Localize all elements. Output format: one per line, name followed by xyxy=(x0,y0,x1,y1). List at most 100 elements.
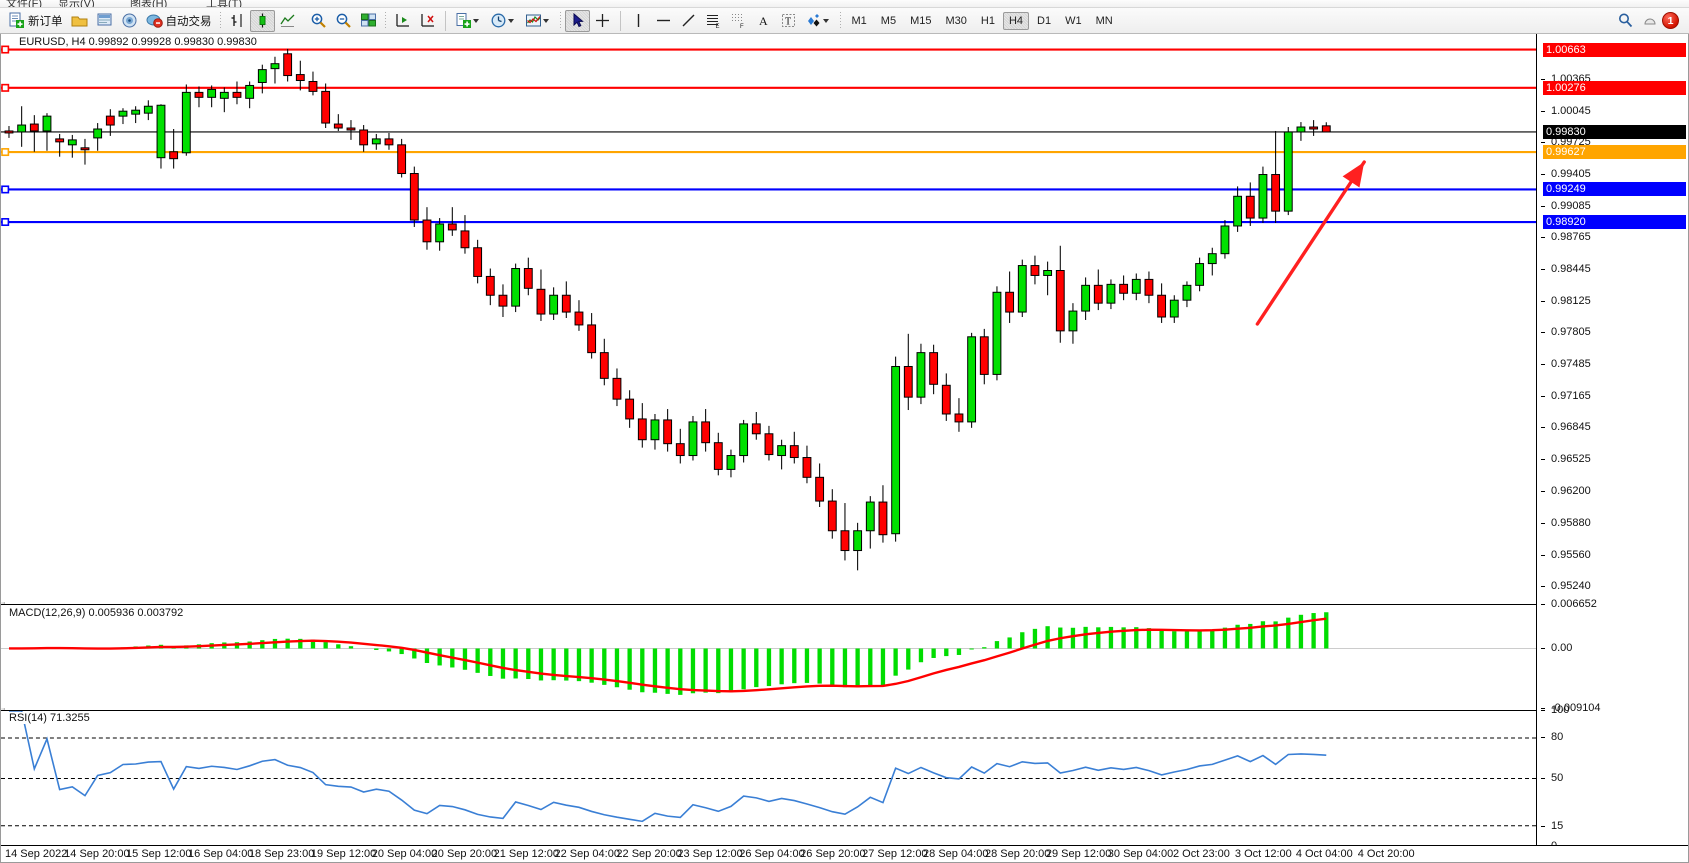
price-label-pivot-line[interactable]: 0.99627 xyxy=(1543,145,1686,160)
price-tick: 0.98125 xyxy=(1541,295,1684,307)
autoscroll-icon xyxy=(419,12,436,29)
new-order-label: 新订单 xyxy=(28,15,63,28)
menu-item-view[interactable]: 显示(V) xyxy=(58,0,95,8)
price-label-support-line-1[interactable]: 0.99249 xyxy=(1543,182,1686,197)
chart-plot-area[interactable]: EURUSD, H4 0.99892 0.99928 0.99830 0.998… xyxy=(1,34,1688,862)
fibo-fan-button[interactable]: F xyxy=(726,10,751,32)
macd-pane[interactable]: MACD(12,26,9) 0.005936 0.003792 xyxy=(1,604,1536,708)
folder-icon xyxy=(71,12,88,29)
rsi-tick: 80 xyxy=(1541,731,1684,743)
zoom-in-button[interactable] xyxy=(306,10,331,32)
time-tick: 22 Sep 20:00 xyxy=(616,848,682,860)
time-tick: 19 Sep 12:00 xyxy=(310,848,377,860)
objects-button[interactable] xyxy=(801,10,836,32)
autotrade-label: 自动交易 xyxy=(165,15,212,28)
time-tick: 2 Oct 23:00 xyxy=(1172,848,1230,860)
line-chart-button[interactable] xyxy=(275,10,300,32)
price-tick: 0.96200 xyxy=(1541,485,1684,497)
rsi-tick: 100 xyxy=(1541,704,1684,716)
macd-series xyxy=(1,612,1536,695)
candlestick-button[interactable] xyxy=(249,9,275,32)
indicator-chevron-down-icon[interactable] xyxy=(542,18,549,23)
timeframe-h4[interactable]: H4 xyxy=(1002,11,1029,30)
menu-bar: 文件(F) 显示(V) 图表(H) 工具(T) xyxy=(0,0,1689,8)
shift-chart-button[interactable] xyxy=(390,10,415,32)
svg-text:F: F xyxy=(740,24,744,29)
trendline-button[interactable] xyxy=(676,10,701,32)
price-tick: 0.97165 xyxy=(1541,390,1684,402)
price-tick: 0.95560 xyxy=(1541,549,1684,561)
objects-chevron-down-icon[interactable] xyxy=(822,18,829,23)
main-toolbar: 新订单 自动交易 xyxy=(0,8,1689,34)
autotrade-button[interactable]: 自动交易 xyxy=(142,10,216,32)
new-order-button[interactable]: 新订单 xyxy=(4,10,67,32)
navigator-icon xyxy=(121,12,138,29)
timeframe-h1[interactable]: H1 xyxy=(980,14,995,27)
timeframe-m30[interactable]: M30 xyxy=(945,14,967,27)
bar-chart-button[interactable] xyxy=(225,10,250,32)
timeframe-d1[interactable]: D1 xyxy=(1037,14,1052,27)
timeframe-m1[interactable]: M1 xyxy=(851,14,867,27)
fibo-fan-icon: F xyxy=(730,12,747,30)
folder-button[interactable] xyxy=(67,10,92,32)
template-button[interactable] xyxy=(451,10,486,32)
fibonacci-button[interactable]: E xyxy=(701,10,726,32)
macd-tick: -0.009104 xyxy=(1541,702,1684,714)
template-chevron-down-icon[interactable] xyxy=(472,18,479,23)
timeframe-w1[interactable]: W1 xyxy=(1065,14,1082,27)
tile-windows-button[interactable] xyxy=(356,10,381,32)
menu-item-file[interactable]: 文件(F) xyxy=(6,0,43,8)
objects-icon xyxy=(805,12,822,29)
rsi-label: RSI(14) 71.3255 xyxy=(7,712,92,724)
text-button[interactable]: A xyxy=(751,10,776,32)
price-label-resistance-line-1[interactable]: 1.00663 xyxy=(1543,42,1686,57)
price-label-resistance-line-2[interactable]: 1.00276 xyxy=(1543,80,1686,95)
time-tick: 20 Sep 20:00 xyxy=(431,848,498,860)
timeframe-mn[interactable]: MN xyxy=(1095,14,1113,27)
bar-chart-icon xyxy=(229,12,246,29)
price-pane[interactable]: EURUSD, H4 0.99892 0.99928 0.99830 0.998… xyxy=(1,34,1536,602)
chart-window[interactable]: EURUSD, H4 0.99892 0.99928 0.99830 0.998… xyxy=(0,34,1689,863)
time-tick: 15 Sep 12:00 xyxy=(126,848,192,860)
navigator-button[interactable] xyxy=(117,10,142,32)
terminal-button[interactable] xyxy=(92,10,117,32)
autoscroll-button[interactable] xyxy=(415,10,440,32)
zoom-out-button[interactable] xyxy=(331,10,356,32)
crosshair-button[interactable] xyxy=(590,10,615,32)
period-chevron-down-icon[interactable] xyxy=(507,18,514,23)
candlestick-series xyxy=(1,45,1536,571)
period-button[interactable] xyxy=(486,10,521,32)
vertical-line-button[interactable] xyxy=(626,10,651,32)
svg-text:A: A xyxy=(759,14,768,28)
candlestick-icon xyxy=(254,12,271,29)
template-icon xyxy=(455,12,472,29)
price-tick: 0.99085 xyxy=(1541,200,1684,212)
menu-item-tools[interactable]: 工具(T) xyxy=(206,0,243,8)
search-button[interactable] xyxy=(1613,10,1638,32)
rsi-pane[interactable]: RSI(14) 71.3255 xyxy=(1,710,1536,846)
label-button[interactable]: T xyxy=(776,10,801,32)
time-tick: 20 Sep 04:00 xyxy=(371,848,438,860)
timeframe-m15[interactable]: M15 xyxy=(910,14,932,27)
rsi-tick: 50 xyxy=(1541,772,1684,784)
horizontal-line-button[interactable] xyxy=(651,10,676,32)
zoom-in-icon xyxy=(310,12,327,29)
price-label-current-price[interactable]: 0.99830 xyxy=(1543,124,1686,139)
timeframe-m5[interactable]: M5 xyxy=(880,14,897,27)
time-scale[interactable]: 14 Sep 2022 14 Sep 20:00 15 Sep 12:00 16 Se… xyxy=(1,845,1688,862)
alert-button[interactable]: 1 xyxy=(1638,10,1683,32)
time-tick: 30 Sep 04:00 xyxy=(1107,848,1174,860)
macd-tick: 0.00 xyxy=(1541,642,1684,654)
toolbar-divider-1 xyxy=(444,10,446,31)
price-label-support-line-2[interactable]: 0.98920 xyxy=(1543,215,1686,229)
zoom-out-icon xyxy=(335,12,352,29)
price-tick: 1.00045 xyxy=(1541,105,1684,117)
price-tick: 0.97485 xyxy=(1541,358,1684,370)
price-scale[interactable]: 1.00365 1.00045 0.99725 0.99405 0.99085 0.987… xyxy=(1536,34,1688,862)
time-tick: 16 Sep 04:00 xyxy=(187,848,254,860)
indicator-button[interactable] xyxy=(521,10,556,32)
cursor-button[interactable] xyxy=(564,9,590,32)
period-icon xyxy=(490,12,507,29)
menu-item-chart[interactable]: 图表(H) xyxy=(130,0,168,8)
